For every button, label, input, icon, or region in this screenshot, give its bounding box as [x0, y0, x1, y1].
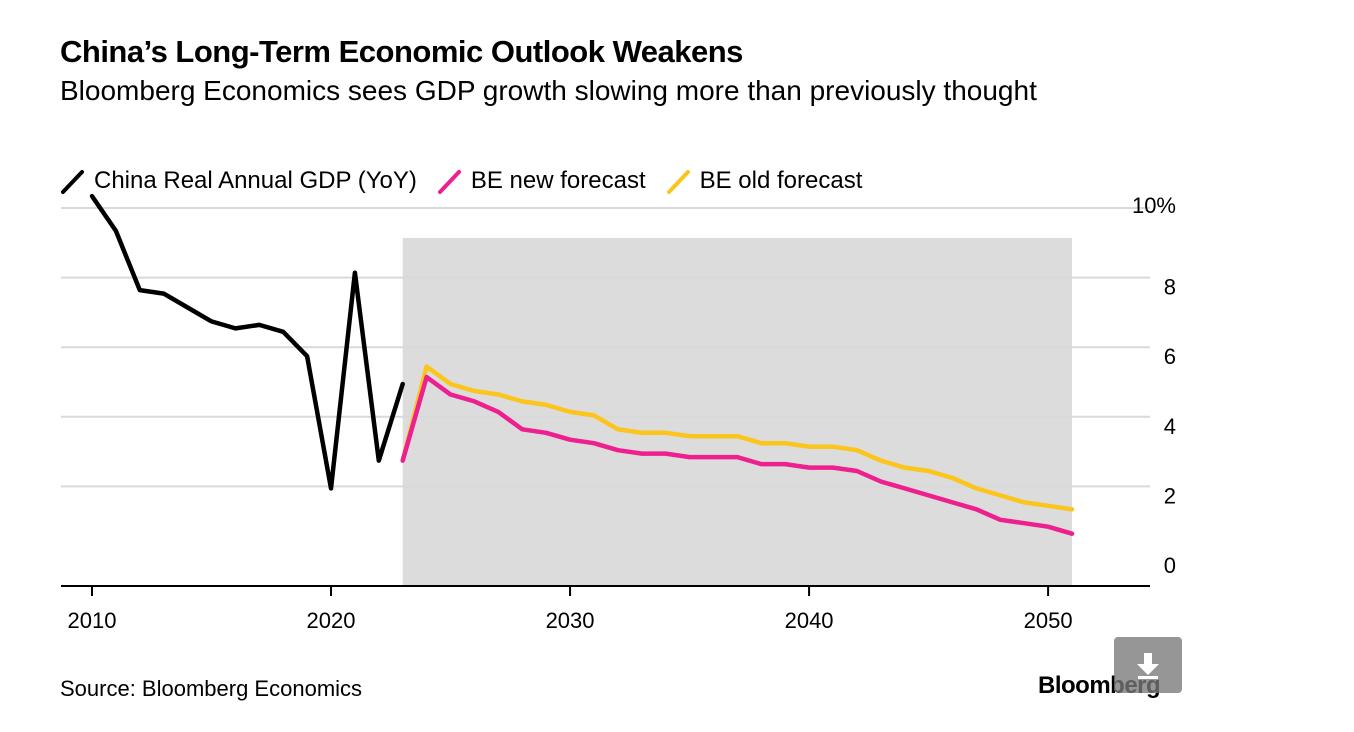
download-arrow-icon — [1137, 653, 1159, 679]
legend-label-actual: China Real Annual GDP (YoY) — [94, 167, 417, 194]
legend-label-old-forecast: BE old forecast — [699, 167, 863, 194]
chart-legend: China Real Annual GDP (YoY) BE new forec… — [60, 166, 882, 196]
x-tick-label-2030: 2030 — [546, 608, 595, 633]
legend-swatch-actual-icon — [60, 166, 86, 196]
series-line-0 — [89, 193, 405, 491]
x-tick-label-2020: 2020 — [307, 608, 356, 633]
y-tick-label-10: 10% — [1132, 193, 1176, 218]
x-tick-label-2010: 2010 — [68, 608, 117, 633]
legend-item-old-forecast: BE old forecast — [666, 166, 863, 196]
x-tick-label-2050: 2050 — [1024, 608, 1073, 633]
series-line-1 — [400, 374, 1075, 536]
legend-item-new-forecast: BE new forecast — [437, 166, 646, 196]
chart-title: China’s Long-Term Economic Outlook Weake… — [60, 34, 743, 69]
download-button[interactable] — [1114, 637, 1182, 693]
source-note: Source: Bloomberg Economics — [60, 676, 363, 701]
legend-item-actual: China Real Annual GDP (YoY) — [60, 166, 417, 196]
series-line-2 — [400, 364, 1075, 512]
legend-swatch-new-forecast-icon — [437, 166, 463, 196]
x-tick-label-2040: 2040 — [785, 608, 834, 633]
y-tick-label-2: 2 — [1164, 483, 1176, 508]
legend-swatch-old-forecast-icon — [666, 166, 692, 196]
forecast-shaded-region — [402, 238, 1073, 586]
y-tick-label-6: 6 — [1164, 344, 1176, 369]
y-tick-label-0: 0 — [1164, 553, 1176, 578]
y-tick-label-8: 8 — [1164, 275, 1176, 300]
chart-subtitle: Bloomberg Economics sees GDP growth slow… — [60, 75, 1037, 106]
y-tick-label-4: 4 — [1164, 414, 1176, 439]
legend-label-new-forecast: BE new forecast — [470, 167, 646, 194]
